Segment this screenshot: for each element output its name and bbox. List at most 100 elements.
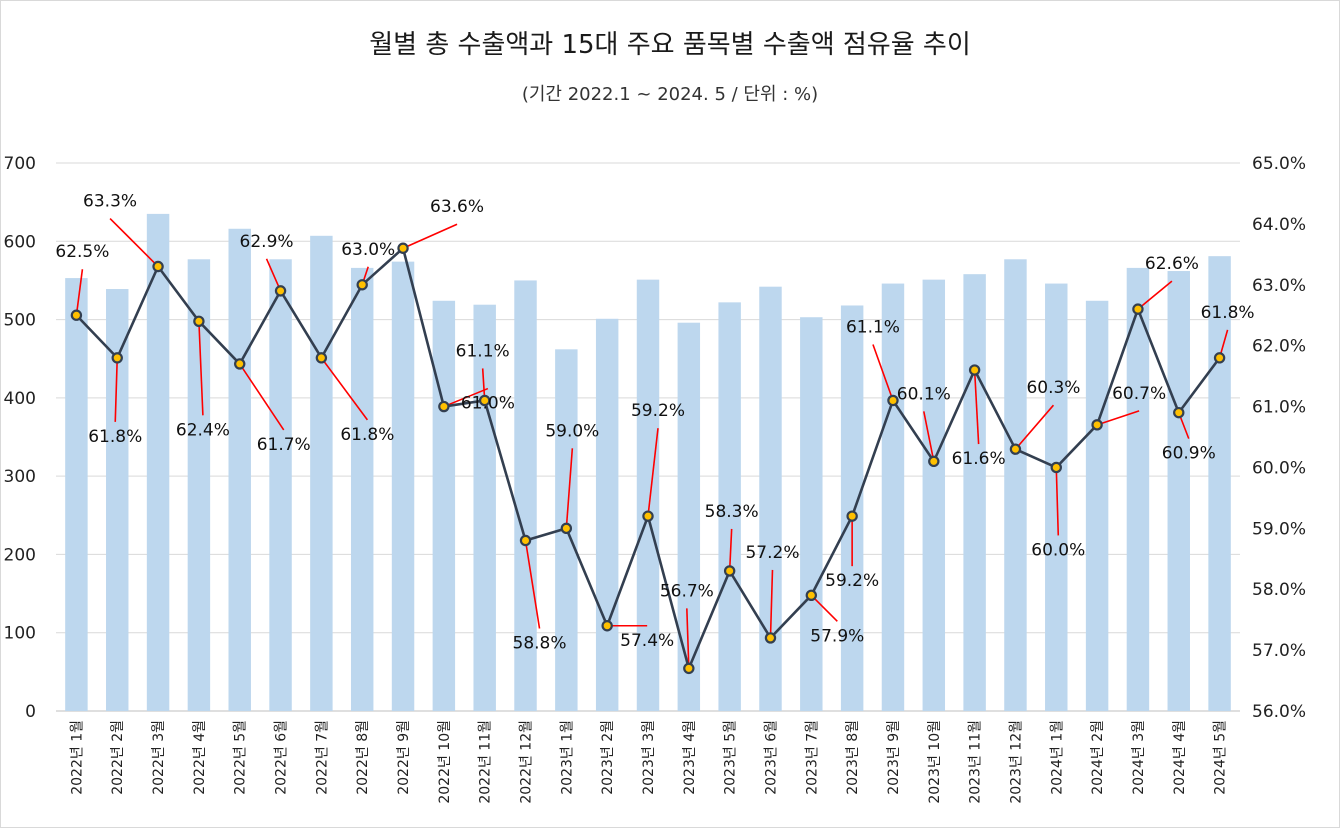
- data-label: 57.2%: [745, 543, 799, 563]
- x-axis-tick-label: 2022년 11월: [478, 720, 494, 804]
- label-leader-line: [198, 321, 204, 416]
- data-label: 61.8%: [340, 425, 394, 445]
- right-axis-tick-label: 59.0%: [1252, 519, 1306, 539]
- line-point: [1009, 443, 1022, 455]
- data-label: 61.6%: [952, 449, 1006, 469]
- line-point: [846, 510, 858, 522]
- x-axis-tick-label: 2022년 12월: [519, 720, 535, 804]
- x-axis-tick-label: 2023년 1월: [559, 720, 575, 795]
- data-label: 58.8%: [513, 634, 567, 654]
- x-axis-tick-label: 2023년 11월: [968, 720, 984, 804]
- bar: [106, 289, 129, 711]
- right-axis-tick-label: 65.0%: [1252, 154, 1306, 174]
- x-axis-tick-label: 2022년 5월: [233, 720, 249, 795]
- data-label: 58.3%: [705, 502, 759, 522]
- bar: [1085, 300, 1109, 711]
- line-point: [70, 309, 83, 321]
- x-axis-tick-label: 2023년 3월: [641, 720, 657, 795]
- line-point: [193, 315, 205, 328]
- x-axis-tick-label: 2023년 8월: [845, 720, 861, 795]
- data-label: 62.9%: [240, 232, 294, 252]
- right-axis-tick-label: 61.0%: [1252, 398, 1306, 418]
- right-axis-tick-label: 60.0%: [1252, 458, 1306, 478]
- data-label: 62.5%: [55, 242, 109, 262]
- label-leader-line: [686, 608, 690, 669]
- data-label: 60.9%: [1162, 444, 1216, 464]
- data-label: 59.2%: [631, 401, 685, 421]
- line-point: [478, 394, 491, 407]
- bar: [187, 259, 211, 711]
- bar: [963, 274, 986, 711]
- data-label: 59.0%: [545, 421, 599, 441]
- x-axis-tick-label: 2022년 7월: [314, 720, 330, 795]
- label-leader-line: [239, 363, 285, 431]
- right-axis-tick-label: 64.0%: [1252, 215, 1306, 235]
- bar: [228, 228, 251, 711]
- left-axis-tick-label: 600: [4, 232, 36, 252]
- bar: [310, 235, 333, 711]
- line-point: [274, 285, 287, 297]
- data-label: 60.1%: [897, 384, 951, 404]
- label-leader-line: [769, 569, 774, 638]
- data-label: 60.7%: [1112, 384, 1166, 404]
- x-axis-ticks: 2022년 1월 2022년 2월 2022년 3월 2022년 4월 2022년 5월…: [69, 720, 1228, 804]
- x-axis-tick-label: 2022년 10월: [437, 720, 453, 804]
- bar: [881, 283, 905, 711]
- x-axis-tick-label: 2022년 6월: [274, 720, 290, 795]
- label-leader-line: [320, 357, 369, 421]
- data-label: 60.0%: [1031, 540, 1085, 560]
- label-leader-line: [75, 269, 84, 316]
- line-point: [968, 364, 981, 376]
- label-leader-line: [402, 223, 458, 249]
- line-point: [438, 400, 450, 413]
- x-axis-tick-label: 2022년 2월: [110, 720, 126, 795]
- right-axis-tick-label: 56.0%: [1252, 702, 1306, 722]
- bar: [350, 267, 374, 711]
- right-axis-ticks: 56.0% 57.0% 58.0% 59.0% 60.0% 61.0% 62.0% 63.0%…: [1252, 154, 1306, 722]
- line-point: [1091, 419, 1103, 431]
- bar: [718, 302, 741, 711]
- left-axis-tick-label: 300: [4, 467, 36, 487]
- x-axis-tick-label: 2022년 4월: [192, 720, 208, 795]
- line-point: [234, 358, 246, 370]
- data-label: 61.8%: [88, 427, 142, 447]
- bar: [1126, 267, 1150, 711]
- data-label: 59.2%: [825, 571, 879, 591]
- left-axis-tick-label: 700: [4, 154, 36, 174]
- data-labels: 62.5% 61.8% 63.3% 62.4% 61.7% 62.9% 61.8% 63.0%…: [55, 192, 1254, 654]
- line-point: [805, 589, 818, 602]
- label-leader-line: [524, 540, 541, 629]
- data-label: 63.0%: [341, 240, 395, 260]
- line-point: [723, 565, 736, 577]
- label-leader-line: [1014, 404, 1055, 450]
- data-label: 63.6%: [430, 197, 484, 217]
- x-axis-tick-label: 2023년 10월: [927, 720, 943, 804]
- bar: [840, 305, 864, 711]
- bar: [595, 318, 619, 711]
- bar: [636, 279, 660, 711]
- data-label: 56.7%: [660, 581, 714, 601]
- data-label: 61.7%: [257, 435, 311, 455]
- label-leader-line: [114, 357, 119, 422]
- line-point: [315, 352, 328, 364]
- data-label: 61.1%: [456, 341, 510, 361]
- line-point: [1173, 406, 1185, 419]
- data-label: 61.0%: [461, 394, 515, 414]
- bar-series: [65, 213, 1231, 711]
- line-point: [111, 352, 123, 364]
- label-leader-line: [443, 387, 489, 408]
- x-axis-tick-label: 2022년 8월: [355, 720, 371, 795]
- line-point: [1132, 303, 1144, 315]
- chart-title: 월별 총 수출액과 15대 주요 품목별 수출액 점유율 추이: [369, 30, 971, 60]
- line-point: [152, 260, 164, 273]
- left-axis-tick-label: 200: [4, 545, 36, 565]
- label-leader-line: [810, 594, 838, 622]
- bar: [65, 278, 88, 711]
- left-axis-tick-label: 400: [4, 389, 36, 409]
- label-leader-line: [109, 217, 159, 268]
- bar: [146, 213, 170, 711]
- x-axis-tick-label: 2022년 3월: [151, 720, 167, 795]
- x-axis-tick-label: 2023년 2월: [600, 720, 616, 795]
